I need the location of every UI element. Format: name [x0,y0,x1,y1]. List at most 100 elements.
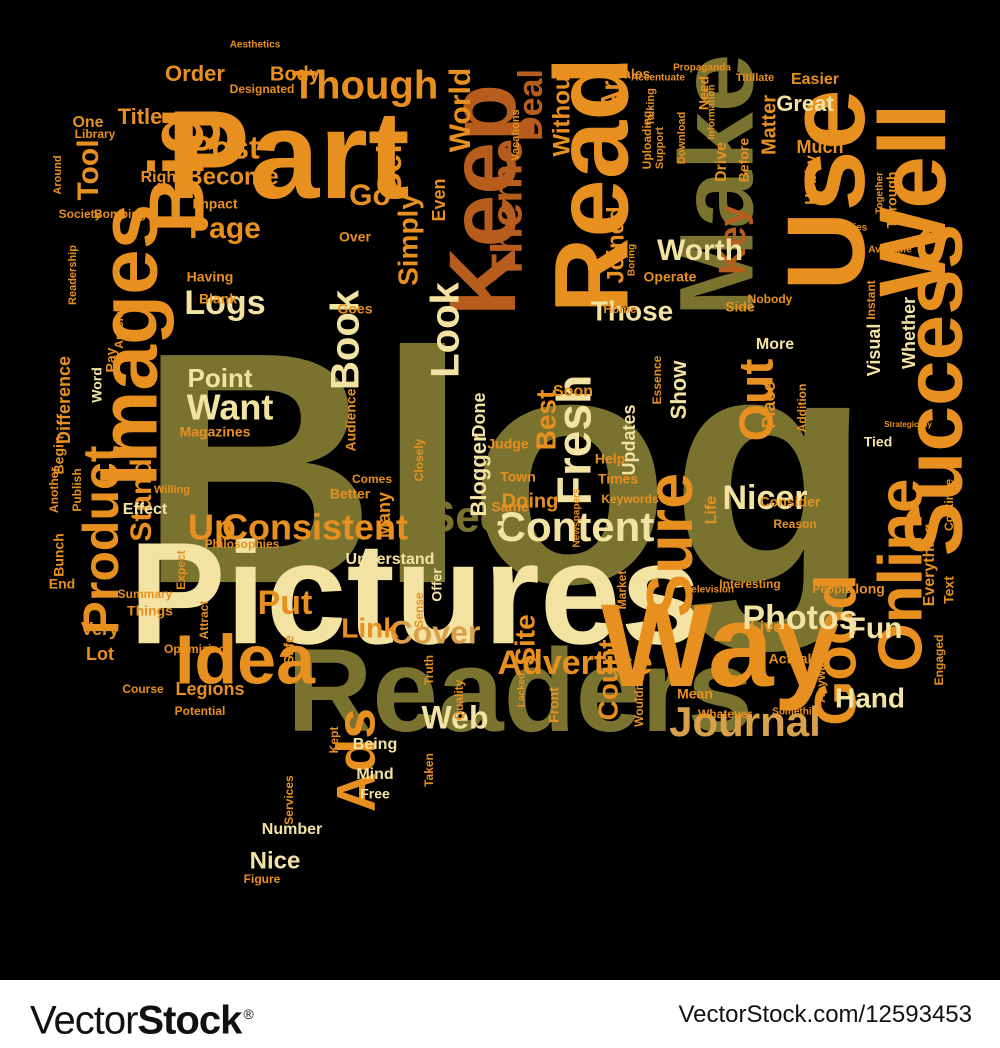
cloud-word-understand: Understand [346,551,435,568]
cloud-word-link: Link [341,612,399,643]
cloud-word-difference: Difference [54,356,74,444]
cloud-word-tool: Tool [72,139,105,200]
cloud-word-theme: Theme [483,139,532,281]
watermark-bar: VectorStock ® VectorStock.com/12593453 [0,980,1000,1048]
cloud-word-audience: Audience [343,388,359,451]
cloud-word-lacked: Lacked [517,673,528,707]
cloud-word-titillate: Titillate [736,72,774,84]
cloud-word-blogger: Blogger [466,433,491,517]
cloud-word-doing: Doing [502,490,559,512]
cloud-word-willing: Willing [154,484,190,496]
cloud-word-online: Online [866,479,935,672]
cloud-word-information: Information [707,85,718,140]
cloud-word-many: Many [374,492,394,538]
cloud-word-very: Very [81,619,119,639]
cloud-word-sense: Sense [412,592,426,628]
cloud-word-through: Through [884,172,900,229]
cloud-word-sales: Sales [614,66,651,82]
cloud-word-more: More [756,336,794,353]
cloud-word-content: Content [496,503,655,550]
cloud-word-available: Available [868,245,912,256]
cloud-word-download: Download [676,112,688,165]
trademark-mark: ® [243,1006,253,1022]
cloud-word-summary: Summary [118,587,173,601]
cloud-word-optimizing: Optimizing [164,642,226,656]
cloud-word-web: Web [422,699,489,735]
cloud-word-interesting: Interesting [719,577,780,591]
cloud-word-need: Need [696,76,712,110]
cloud-word-reason: Reason [773,517,816,531]
cloud-word-expect: Expect [174,550,188,589]
cloud-word-number: Number [262,821,322,838]
cloud-word-society: Society [59,207,102,221]
cloud-word-deal: Deal [512,69,550,141]
cloud-word-front: Front [546,687,562,723]
cloud-word-potential: Potential [175,704,226,718]
cloud-word-out: Out [731,359,784,442]
cloud-word-point: Point [188,363,253,393]
cloud-word-see: See [426,493,504,542]
cloud-word-best: Best [530,390,561,451]
cloud-word-figure: Figure [244,872,281,886]
cloud-word-anyway: Anyway [814,657,828,703]
cloud-word-readers: Readers [287,625,753,757]
cloud-word-offer: Offer [429,568,445,602]
cloud-word-library: Library [75,127,116,141]
cloud-word-keywords: Keywords [601,492,659,506]
cloud-word-become: Become [185,163,278,190]
cloud-word-look: Look [424,281,468,377]
cloud-word-word: Word [89,367,105,403]
cloud-word-course: Course [122,682,164,696]
cloud-word-another: Another [47,467,61,513]
cloud-word-nobody: Nobody [748,292,793,306]
cloud-word-pictures: Pictures [129,512,701,674]
cloud-word-show: Show [666,360,691,420]
cloud-word-being: Being [353,736,397,753]
cloud-word-logs: Logs [184,284,265,322]
cloud-word-goes: Goes [337,301,372,317]
cloud-word-much: Much [797,137,844,157]
cloud-word-hobby: Hobby [803,155,820,205]
cloud-word-though: Though [292,64,439,108]
cloud-word-vacations: Vacations [510,109,522,160]
cloud-word-bunch: Bunch [51,533,67,577]
cloud-word-magazines: Magazines [180,424,251,440]
cloud-word-attract: Attract [197,601,211,640]
cloud-word-read: Read [534,57,651,314]
cloud-word-well: Well [860,103,966,297]
cloud-word-blank: Blank [199,291,237,307]
cloud-word-site: Site [509,614,540,665]
cloud-word-joined: Joined [602,206,629,283]
cloud-word-royalties: Royalties [823,223,868,234]
cloud-word-actual: Actual [769,651,812,667]
cloud-word-part: Part [166,86,409,225]
cloud-word-help: Help [595,451,625,467]
cloud-word-engaged: Engaged [932,635,946,686]
cloud-word-fresh: Fresh [549,375,602,506]
cloud-word-support: Support [654,127,666,169]
cloud-word-mind: Mind [356,766,393,783]
cloud-word-great: Great [776,91,834,116]
cloud-word-judge: Judge [487,436,528,452]
cloud-word-times: Times [598,471,638,487]
cloud-word-uploading: Uploading [640,111,654,170]
cloud-word-ads: Ads [325,708,387,812]
cloud-word-same: Same [491,499,529,515]
cloud-word-pay: Pay [103,347,119,372]
vectorstock-logo: VectorStock ® [30,988,254,1046]
cloud-word-instant: Instant [864,280,878,319]
cloud-word-around: Around [52,155,64,194]
cloud-word-text: Text [941,576,957,604]
cloud-word-quality: Quality [452,679,466,720]
cloud-word-article: Article [112,311,126,349]
cloud-word-town: Town [500,469,536,485]
cloud-word-truth: Truth [422,655,436,685]
cloud-word-go: Go [349,179,391,212]
cloud-word-easier: Easier [791,71,839,88]
cloud-word-tied: Tied [864,434,893,450]
cloud-word-over: Over [339,229,371,245]
cloud-word-nice: Nice [250,847,301,874]
cloud-word-visual: Visual [864,324,884,377]
logo-vector-text: Vector [30,998,138,1043]
cloud-word-those: Those [591,295,673,326]
